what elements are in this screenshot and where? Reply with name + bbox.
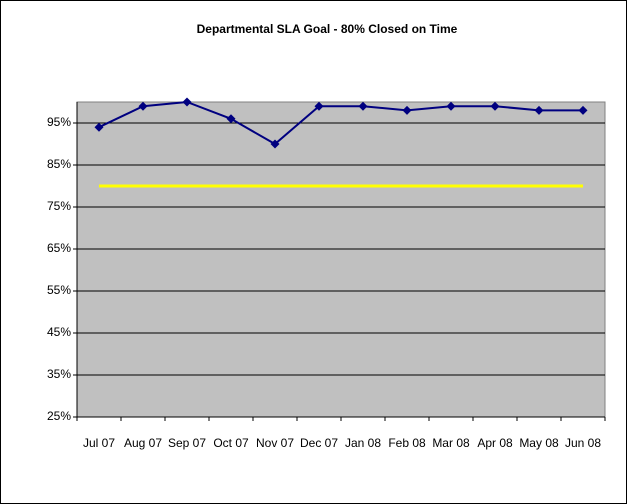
- data-point: [578, 105, 588, 115]
- y-tick-label: 35%: [47, 367, 71, 381]
- series-line: [98, 100, 583, 146]
- y-tick-label: 55%: [47, 283, 71, 297]
- x-tick-label: Mar 08: [432, 436, 470, 450]
- x-tick-label: Jan 08: [344, 436, 382, 450]
- data-point: [182, 97, 192, 107]
- data-point: [94, 122, 104, 132]
- x-tick-label: Nov 07: [255, 436, 295, 450]
- x-tick-label: Oct 07: [213, 436, 249, 450]
- x-tick-label: Jul 07: [82, 436, 116, 450]
- data-point: [226, 114, 236, 124]
- y-tick-label: 95%: [47, 115, 71, 129]
- x-tick-label: May 08: [519, 436, 559, 450]
- data-point: [138, 101, 148, 111]
- data-point: [402, 105, 412, 115]
- x-tick-label: Feb 08: [388, 436, 426, 450]
- x-tick-label: Dec 07: [299, 436, 339, 450]
- y-tick-label: 25%: [47, 409, 71, 423]
- x-tick-label: Aug 07: [123, 436, 163, 450]
- y-tick-label: 65%: [47, 241, 71, 255]
- data-point: [446, 101, 456, 111]
- x-tick-label: Apr 08: [477, 436, 513, 450]
- data-point: [490, 101, 500, 111]
- chart-title: Departmental SLA Goal - 80% Closed on Ti…: [197, 22, 458, 36]
- y-tick-label: 45%: [47, 325, 71, 339]
- x-tick-label: Jun 08: [564, 436, 602, 450]
- plot-area: [76, 101, 606, 418]
- data-point: [358, 101, 368, 111]
- data-point: [314, 101, 324, 111]
- x-tick-label: Sep 07: [167, 436, 207, 450]
- data-point: [534, 105, 544, 115]
- data-point: [270, 139, 280, 149]
- y-tick-label: 75%: [47, 199, 71, 213]
- y-tick-label: 85%: [47, 157, 71, 171]
